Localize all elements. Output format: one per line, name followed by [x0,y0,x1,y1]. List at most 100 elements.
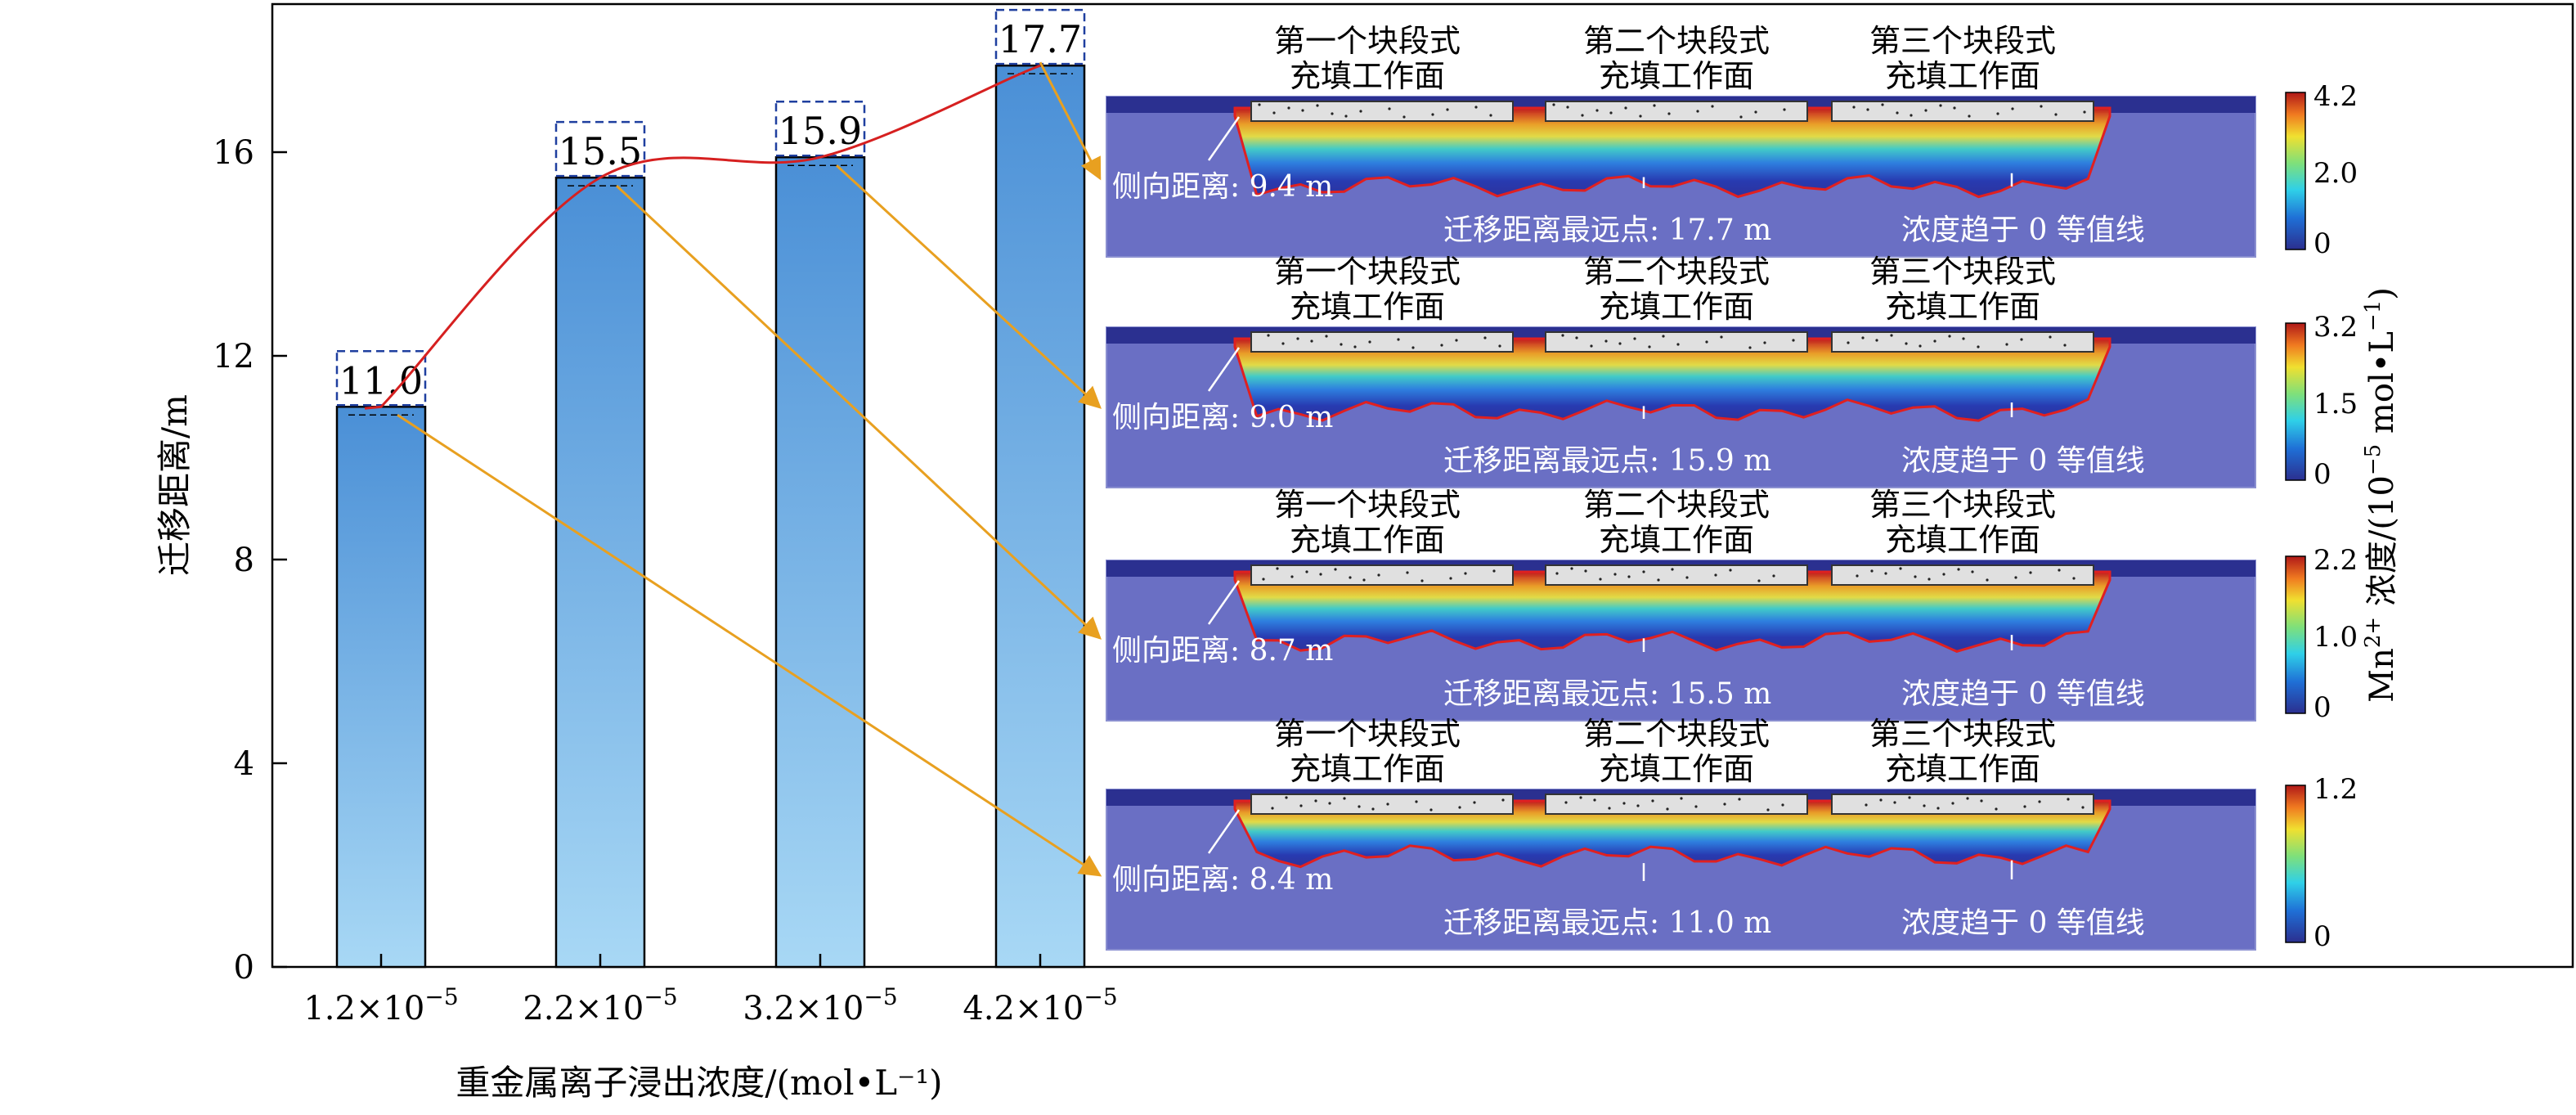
contour-label: 浓度趋于 0 等值线 [1901,677,2145,711]
block-speck [1343,797,1346,800]
block-speck [2067,798,2070,801]
block-speck [1305,570,1308,573]
lateral-leader [1207,580,1241,625]
y-tick-label: 12 [213,338,254,375]
face-label-line2: 充填工作面 [1885,58,2040,94]
block-speck [2014,576,2017,579]
face-label-line2: 充填工作面 [1599,289,1754,325]
face-label-line2: 充填工作面 [1599,522,1754,558]
block-speck [1296,337,1299,340]
block-speck [1474,106,1478,109]
block-speck [1290,575,1294,578]
value-label: 17.7 [999,17,1082,61]
block-speck [2054,113,2058,116]
callout-arrow [1039,61,1102,181]
lateral-distance-label: 侧向距离: 8.7 m [1112,634,1333,668]
block-speck [1584,569,1587,573]
block-speck [1319,573,1322,576]
block-speck [1498,344,1501,348]
block-speck [2011,107,2014,110]
lateral-leader [1207,116,1241,161]
x-tick-label: 3.2×10−5 [743,983,897,1027]
block-speck [1258,103,1261,106]
block-speck [1671,568,1674,571]
block-speck [1951,802,1954,805]
face-label-line1: 第二个块段式 [1583,254,1770,290]
colorbar-tick-label: 1.2 [2313,773,2358,806]
block-speck [1501,798,1505,802]
value-label-box [774,100,866,157]
colorbar-tick-label: 0 [2313,458,2331,491]
block-speck [1276,567,1279,570]
block-speck [1881,103,1884,106]
block-speck [1905,342,1908,345]
block-speck [1397,338,1400,341]
block-speck [1267,334,1270,337]
block-speck [1609,111,1613,115]
value-label: 15.9 [779,109,862,153]
face-label-line2: 充填工作面 [1290,751,1445,787]
block-speck [1856,574,1859,578]
contour-label: 浓度趋于 0 等值线 [1901,906,2145,940]
block-speck [1599,578,1602,581]
block-speck [1483,336,1487,339]
face-label-line1: 第三个块段式 [1869,23,2056,59]
block-speck [1281,342,1285,345]
block-speck [1642,570,1645,573]
block-speck [1368,340,1371,344]
block-speck [1431,113,1434,116]
block-speck [2081,806,2085,809]
trend-line [364,64,1041,410]
face-label-line1: 第三个块段式 [1869,716,2056,752]
block-speck [1875,339,1878,342]
farthest-point-label: 迁移距离最远点: 15.9 m [1443,444,1771,478]
backfill-block [1250,794,1514,815]
block-speck [1923,804,1926,807]
block-speck [1754,110,1757,114]
block-speck [2083,110,2086,114]
block-speck [1738,798,1741,801]
colorbar-tick-label: 3.2 [2313,311,2358,344]
colorbar [2285,322,2306,481]
face-label-line1: 第二个块段式 [1583,716,1770,752]
face-label-line2: 充填工作面 [1599,58,1754,94]
contour-label: 浓度趋于 0 等值线 [1901,214,2145,247]
block-speck [1685,576,1689,579]
block-speck [1968,115,1971,118]
contaminant-plume [1235,801,2110,867]
block-speck [1340,343,1343,346]
contour-label: 浓度趋于 0 等值线 [1901,444,2145,478]
backfill-block [1545,564,1808,586]
block-speck [1325,335,1328,338]
face-label-line1: 第二个块段式 [1583,23,1770,59]
block-speck [1694,805,1698,808]
block-speck [1865,803,1868,807]
block-speck [1896,111,1899,115]
face-label-line1: 第一个块段式 [1274,23,1461,59]
block-speck [1575,336,1578,339]
block-speck [1866,108,1869,111]
block-speck [1473,801,1476,804]
block-speck [1680,797,1683,800]
block-speck [1639,115,1642,118]
block-speck [1648,345,1651,348]
block-speck [1890,334,1893,337]
block-speck [1489,114,1492,117]
block-speck [1334,568,1337,571]
block-speck [1766,808,1770,812]
colorbar-tick-label: 0 [2313,920,2331,953]
block-speck [1996,112,1999,115]
block-speck [1910,114,1913,117]
x-tick-label: 4.2×10−5 [963,983,1117,1027]
face-label-line1: 第一个块段式 [1274,487,1461,523]
block-speck [1316,104,1319,107]
contaminant-plume [1235,339,2110,421]
block-speck [1971,570,1974,573]
y-tick-label: 8 [234,542,254,579]
block-speck [1870,569,1874,573]
block-speck [1349,576,1352,579]
block-speck [1957,568,1960,571]
block-speck [1977,345,1980,348]
